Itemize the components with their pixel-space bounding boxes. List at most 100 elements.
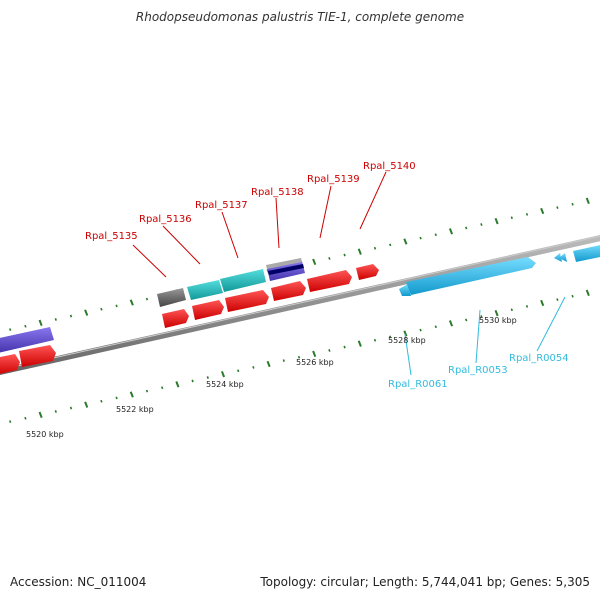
upper-minor-tick bbox=[419, 236, 422, 240]
cds-red-f bbox=[271, 281, 306, 301]
lower-strand-features bbox=[0, 264, 379, 374]
accession-text: Accession: NC_011004 bbox=[10, 575, 147, 589]
lower-minor-tick bbox=[282, 359, 285, 362]
lower-major-tick bbox=[540, 299, 545, 307]
lower-major-tick bbox=[175, 381, 180, 388]
feature-teal-5137 bbox=[220, 269, 266, 292]
cds-red-c bbox=[162, 309, 189, 328]
upper-minor-tick bbox=[54, 318, 57, 321]
leader-rpal-r0061 bbox=[404, 333, 412, 376]
cds-red-b bbox=[19, 345, 56, 367]
upper-minor-tick bbox=[373, 246, 377, 250]
lower-major-tick bbox=[38, 411, 43, 419]
upper-minor-tick bbox=[480, 223, 483, 226]
scale-label: 5522 kbp bbox=[116, 405, 154, 414]
scale-label: 5520 kbp bbox=[26, 430, 64, 439]
leader-rpal-5135 bbox=[132, 244, 167, 278]
leader-rpal-5137 bbox=[221, 211, 239, 259]
lower-major-tick bbox=[357, 340, 362, 347]
leader-rpal-r0054 bbox=[536, 296, 566, 352]
feature-gray-5135 bbox=[157, 288, 186, 307]
lower-minor-tick bbox=[297, 355, 301, 359]
scale-labels: 5520 kbp 5522 kbp 5524 kbp 5526 kbp 5528… bbox=[26, 316, 517, 439]
upper-minor-tick bbox=[571, 202, 574, 206]
upper-strand-features bbox=[0, 245, 600, 353]
lower-major-tick bbox=[129, 391, 134, 398]
cds-red-d bbox=[192, 300, 224, 320]
lower-major-tick bbox=[220, 370, 226, 378]
upper-minor-tick bbox=[389, 243, 392, 247]
rna-label-rpal-r0061[interactable]: Rpal_R0061 bbox=[388, 379, 448, 390]
gene-label-rpal-5137[interactable]: Rpal_5137 bbox=[195, 200, 248, 211]
cds-red-h bbox=[356, 264, 379, 280]
feature-gray-5138 bbox=[266, 258, 302, 269]
upper-minor-tick bbox=[100, 307, 103, 311]
upper-major-tick bbox=[448, 228, 454, 235]
gene-label-rpal-5136[interactable]: Rpal_5136 bbox=[139, 214, 192, 225]
leader-rpal-5139 bbox=[319, 185, 332, 239]
lower-major-tick bbox=[266, 360, 271, 368]
lower-minor-tick bbox=[237, 369, 240, 373]
scale-label: 5524 kbp bbox=[206, 380, 244, 389]
upper-major-tick bbox=[357, 248, 362, 255]
rna-label-rpal-r0054[interactable]: Rpal_R0054 bbox=[509, 353, 569, 364]
lower-major-tick bbox=[448, 320, 454, 327]
upper-major-tick bbox=[585, 197, 590, 205]
lower-major-tick bbox=[585, 289, 590, 297]
lower-minor-tick bbox=[480, 315, 483, 318]
genome-title: Rhodopseudomonas palustris TIE-1, comple… bbox=[135, 10, 465, 24]
lower-minor-tick bbox=[100, 399, 103, 403]
feature-blue-r0054-b bbox=[559, 253, 567, 262]
feature-blue-right bbox=[573, 245, 600, 262]
upper-major-tick bbox=[84, 309, 89, 316]
lower-minor-tick bbox=[373, 338, 377, 342]
upper-minor-tick bbox=[525, 213, 529, 216]
gene-label-rpal-5139[interactable]: Rpal_5139 bbox=[307, 174, 360, 185]
feature-purple-left bbox=[0, 327, 54, 353]
lower-minor-tick bbox=[525, 305, 529, 308]
scale-label: 5526 kbp bbox=[296, 358, 334, 367]
gene-label-rpal-5135[interactable]: Rpal_5135 bbox=[85, 231, 138, 242]
lower-minor-tick bbox=[556, 298, 559, 301]
upper-minor-tick bbox=[69, 314, 73, 318]
lower-minor-tick bbox=[434, 325, 437, 329]
rna-labels: Rpal_R0061 Rpal_R0053 Rpal_R0054 bbox=[388, 353, 569, 390]
leader-rpal-5136 bbox=[162, 225, 201, 265]
upper-minor-tick bbox=[343, 253, 346, 257]
upper-minor-tick bbox=[510, 216, 513, 220]
gene-label-rpal-5138[interactable]: Rpal_5138 bbox=[251, 187, 304, 198]
lower-major-tick bbox=[403, 330, 408, 337]
upper-major-tick bbox=[38, 319, 43, 327]
upper-minor-tick bbox=[115, 304, 118, 308]
lower-minor-tick bbox=[328, 349, 331, 352]
upper-minor-tick bbox=[24, 324, 27, 328]
lower-minor-tick bbox=[54, 410, 57, 413]
feature-teal-5136 bbox=[187, 280, 223, 300]
cds-red-e bbox=[225, 290, 269, 312]
backbone-highlight bbox=[0, 235, 600, 371]
genome-backbone bbox=[0, 235, 600, 375]
gene-labels: Rpal_5135 Rpal_5136 Rpal_5137 Rpal_5138 … bbox=[85, 161, 416, 242]
lower-major-tick bbox=[312, 350, 317, 358]
feature-blue-r0054-a bbox=[554, 253, 562, 262]
leader-rpal-r0053 bbox=[475, 309, 481, 364]
lower-minor-tick bbox=[145, 389, 149, 393]
scale-label: 5530 kbp bbox=[479, 316, 517, 325]
gene-label-leaders bbox=[132, 171, 387, 278]
lower-major-tick bbox=[494, 309, 499, 317]
upper-minor-tick bbox=[328, 257, 331, 260]
lower-minor-tick bbox=[510, 308, 513, 312]
lower-minor-tick bbox=[343, 345, 346, 349]
genome-summary-text: Topology: circular; Length: 5,744,041 bp… bbox=[260, 575, 590, 589]
rna-label-leaders bbox=[404, 296, 566, 376]
feature-stripe-5138 bbox=[268, 264, 304, 275]
leader-rpal-5138 bbox=[275, 197, 280, 249]
lower-minor-tick bbox=[206, 376, 209, 379]
lower-major-tick bbox=[84, 401, 89, 408]
rna-label-rpal-r0053[interactable]: Rpal_R0053 bbox=[448, 365, 508, 376]
lower-minor-tick bbox=[389, 335, 392, 339]
gene-label-rpal-5140[interactable]: Rpal_5140 bbox=[363, 161, 416, 172]
lower-minor-tick bbox=[465, 318, 468, 322]
lower-minor-tick bbox=[161, 386, 164, 390]
